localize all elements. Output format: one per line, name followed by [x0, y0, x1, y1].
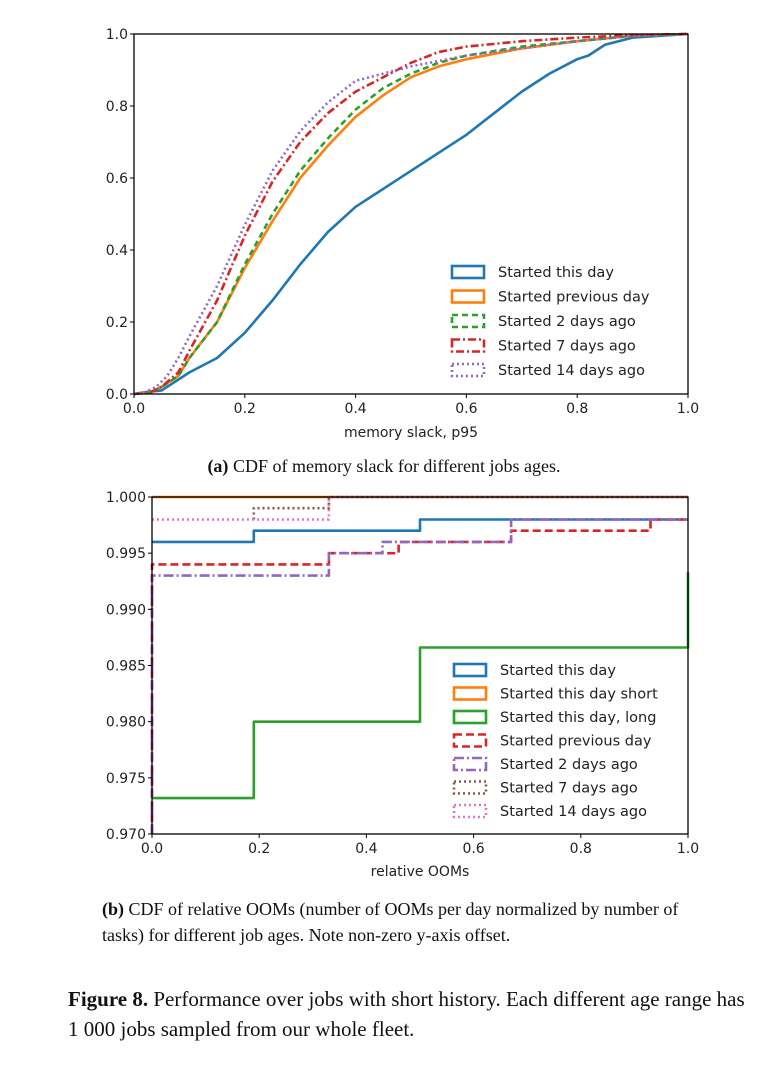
legend-swatch-4: [452, 733, 488, 748]
x-tick-label: 0.2: [248, 841, 270, 857]
legend-swatch-2: [452, 686, 488, 701]
x-tick-label: 0.8: [566, 401, 588, 417]
y-tick-label: 0.0: [106, 387, 128, 403]
y-tick-label: 0.980: [106, 715, 146, 731]
legend-swatch-6: [452, 780, 488, 795]
legend-label-4: Started previous day: [500, 734, 652, 750]
legend-swatch-5: [450, 362, 486, 378]
figure-caption-label: Figure 8.: [68, 987, 149, 1011]
legend-swatch-3: [450, 313, 486, 329]
x-tick-label: 0.2: [234, 401, 256, 417]
legend-label-2: Started previous day: [498, 290, 650, 306]
x-tick-label: 1.0: [677, 401, 699, 417]
series-line-3: [133, 32, 689, 396]
chart-a: 0.0 0.2 0.4 0.6 0.8 1.0 0.0 0.2 0.4 0.6 0.8 1.0 memo…: [106, 27, 699, 441]
x-tick-label: 0.0: [141, 841, 163, 857]
caption-a-text: CDF of memory slack for different jobs a…: [228, 456, 561, 476]
x-tick-label: 0.4: [344, 401, 366, 417]
legend-swatch-3: [452, 709, 488, 725]
y-tick-label: 0.995: [106, 546, 146, 562]
y-tick-label: 0.4: [106, 243, 128, 259]
figure-caption: Figure 8. Performance over jobs with sho…: [68, 984, 748, 1044]
y-tick-label: 0.6: [106, 171, 128, 187]
series-line-7: [152, 495, 688, 521]
legend-swatch-2: [450, 289, 486, 304]
y-tick-label: 0.8: [106, 99, 128, 115]
series-line-5: [150, 518, 688, 834]
y-tick-label: 1.0: [106, 27, 128, 43]
x-axis-label: relative OOMs: [371, 864, 470, 880]
legend-swatch-7: [452, 803, 488, 819]
legend-swatch-1: [450, 264, 486, 280]
legend-swatch-5: [452, 756, 488, 772]
plot-frame: [133, 33, 689, 395]
legend-label-3: Started this day, long: [500, 710, 656, 726]
legend-label-1: Started this day: [498, 265, 614, 281]
legend-label-5: Started 14 days ago: [498, 363, 645, 379]
x-tick-label: 0.0: [123, 401, 145, 417]
x-axis-label: memory slack, p95: [344, 425, 478, 441]
legend-label-6: Started 7 days ago: [500, 781, 638, 797]
chart-b: 0.0 0.2 0.4 0.6 0.8 1.0 0.970 0.975 0.980 0.985 0.…: [106, 490, 699, 880]
legend-swatch-1: [452, 662, 488, 678]
caption-a: (a) CDF of memory slack for different jo…: [0, 456, 768, 477]
caption-b-label: (b): [102, 899, 124, 919]
caption-b-text: CDF of relative OOMs (number of OOMs per…: [102, 899, 679, 945]
y-tick-label: 0.2: [106, 315, 128, 331]
legend-label-3: Started 2 days ago: [498, 314, 636, 330]
x-tick-label: 0.6: [462, 841, 484, 857]
series-line-4: [133, 32, 689, 396]
series-line-2: [133, 32, 689, 396]
x-tick-label: 0.4: [355, 841, 377, 857]
legend-label-2: Started this day short: [500, 687, 658, 703]
y-tick-label: 0.985: [106, 659, 146, 675]
series-line-6: [252, 495, 688, 520]
caption-b: (b) CDF of relative OOMs (number of OOMs…: [102, 896, 722, 948]
y-tick-label: 0.975: [106, 771, 146, 787]
series-line-1: [133, 32, 689, 396]
legend-label-1: Started this day: [500, 663, 616, 679]
legend-label-5: Started 2 days ago: [500, 757, 638, 773]
y-tick-label: 1.000: [106, 490, 146, 506]
y-tick-label: 0.970: [106, 827, 146, 843]
x-tick-label: 1.0: [677, 841, 699, 857]
figure-caption-text: Performance over jobs with short history…: [68, 987, 745, 1041]
y-tick-label: 0.990: [106, 602, 146, 618]
series-line-1: [152, 518, 688, 544]
legend-label-4: Started 7 days ago: [498, 339, 636, 355]
x-tick-label: 0.6: [455, 401, 477, 417]
series-line-4: [150, 518, 688, 834]
legend-label-7: Started 14 days ago: [500, 804, 647, 820]
legend-swatch-4: [450, 338, 486, 353]
caption-a-label: (a): [207, 456, 229, 476]
x-tick-label: 0.8: [570, 841, 592, 857]
